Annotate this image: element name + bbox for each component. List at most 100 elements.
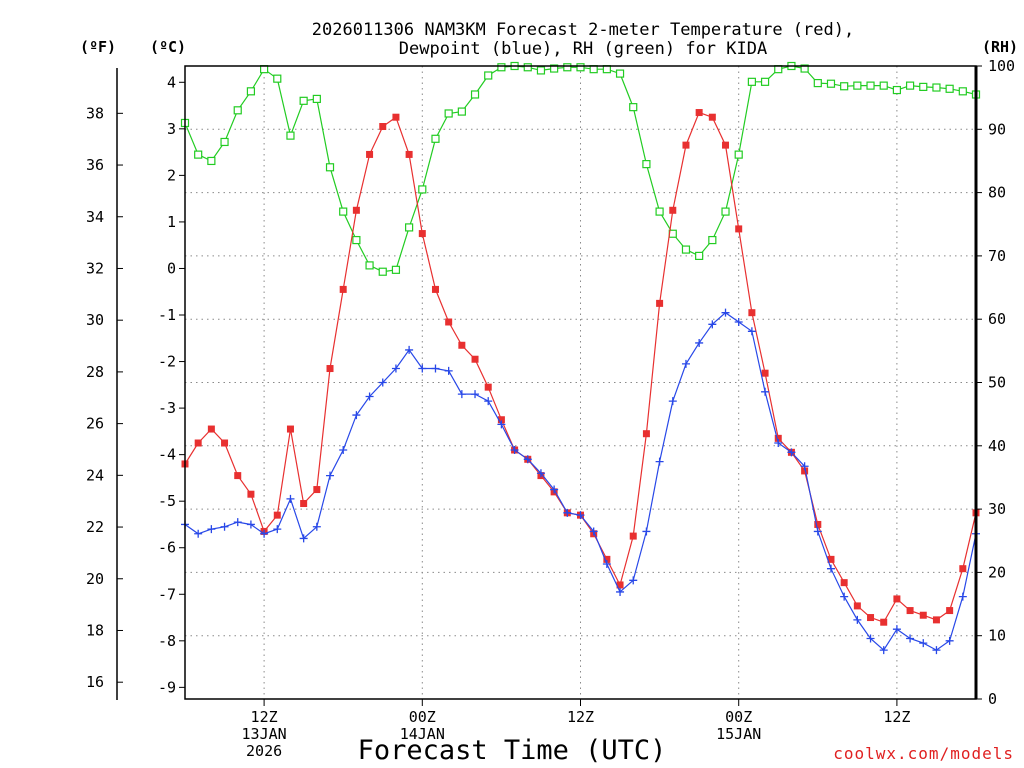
celsius-tick-label: -9	[158, 678, 176, 696]
rh-point	[497, 63, 506, 72]
dewpoint-point	[642, 527, 651, 536]
temperature-point	[352, 206, 360, 214]
temperature-point	[366, 150, 374, 158]
dewpoint-point	[734, 317, 743, 326]
temperature-point	[471, 355, 479, 363]
dewpoint-point	[629, 576, 638, 585]
dewpoint-point	[484, 397, 493, 406]
dewpoint-point	[352, 411, 361, 420]
dewpoint-point	[260, 529, 269, 538]
series-temperature	[181, 109, 980, 626]
temperature-point	[445, 318, 453, 326]
rh-point	[879, 81, 888, 90]
rh-point	[312, 94, 321, 104]
dewpoint-point	[391, 364, 400, 373]
celsius-tick-label: -4	[158, 446, 176, 464]
dewpoint-point	[879, 646, 888, 655]
fahrenheit-tick-label: 26	[86, 415, 104, 433]
rh-point	[642, 160, 651, 169]
temperature-point	[919, 611, 927, 619]
dewpoint-point	[721, 308, 730, 317]
temperature-point	[814, 520, 822, 528]
dewpoint-point	[787, 448, 796, 457]
temperature-point	[722, 141, 730, 149]
rh-point	[194, 150, 203, 159]
dewpoint-point	[550, 485, 559, 494]
dewpoint-point	[958, 592, 967, 601]
dewpoint-point	[497, 420, 506, 429]
celsius-tick-label: -8	[158, 632, 176, 650]
temperature-point	[392, 113, 400, 121]
temperature-point	[735, 225, 743, 233]
rh-point	[444, 109, 453, 118]
dewpoint-point	[655, 457, 664, 466]
dewpoint-point	[273, 525, 282, 534]
dewpoint-point	[840, 592, 849, 601]
dewpoint-point	[207, 525, 216, 534]
fahrenheit-tick-label: 18	[86, 621, 104, 639]
rh-point	[629, 103, 638, 112]
rh-point	[892, 85, 902, 95]
dewpoint-point	[945, 636, 954, 645]
dewpoint-point	[246, 520, 255, 529]
temperature-point	[959, 565, 967, 573]
rh-point	[708, 235, 717, 245]
rh-tick-label: 90	[988, 120, 1006, 138]
rh-point	[760, 77, 770, 86]
rh-point	[945, 84, 954, 93]
fahrenheit-tick-label: 32	[86, 259, 104, 277]
rh-point	[826, 79, 836, 88]
temperature-point	[708, 113, 716, 121]
rh-point	[352, 235, 361, 245]
dewpoint-point	[813, 527, 822, 536]
rh-tick-label: 10	[988, 627, 1006, 645]
celsius-tick-label: -2	[158, 353, 176, 371]
rh-tick-label: 70	[988, 247, 1006, 265]
rh-point	[695, 251, 704, 260]
rh-tick-label: 20	[988, 563, 1006, 581]
dewpoint-point	[220, 522, 229, 531]
rh-tick-label: 100	[988, 57, 1015, 75]
temperature-point	[682, 141, 690, 149]
dewpoint-point	[563, 508, 572, 517]
dewpoint-point	[906, 634, 915, 643]
rh-point	[866, 81, 875, 90]
rh-point	[655, 207, 664, 216]
temperature-point	[326, 365, 334, 373]
celsius-tick-label: 2	[167, 166, 176, 184]
temperature-point	[405, 150, 413, 158]
fahrenheit-tick-label: 20	[86, 570, 104, 588]
temperature-point	[247, 490, 255, 498]
rh-point	[958, 87, 967, 96]
temperature-point	[221, 439, 229, 447]
temperature-point	[893, 595, 901, 603]
rh-point	[339, 207, 348, 216]
celsius-tick-label: -1	[158, 306, 176, 324]
rh-point	[932, 83, 941, 92]
dewpoint-point	[312, 522, 321, 531]
dewpoint-point	[589, 527, 598, 536]
fahrenheit-tick-label: 30	[86, 311, 104, 329]
dewpoint-point	[681, 359, 690, 368]
dewpoint-point	[378, 378, 387, 387]
fahrenheit-axis-label: (ºF)	[80, 38, 116, 56]
rh-point	[365, 261, 374, 270]
rh-point	[734, 150, 743, 159]
dewpoint-point	[695, 338, 704, 347]
fahrenheit-tick-label: 24	[86, 466, 104, 484]
rh-point	[550, 64, 559, 73]
celsius-tick-label: -5	[158, 492, 176, 510]
temperature-point	[458, 341, 466, 349]
celsius-tick-label: -7	[158, 585, 176, 603]
temperature-point	[853, 602, 861, 610]
rh-tick-label: 40	[988, 437, 1006, 455]
rh-tick-label: 30	[988, 500, 1006, 518]
dewpoint-point	[774, 439, 783, 448]
rh-point	[457, 107, 466, 116]
rh-point	[484, 71, 493, 80]
rh-point	[536, 66, 546, 75]
celsius-tick-label: 3	[167, 120, 176, 138]
temperature-point	[867, 614, 875, 622]
temperature-point	[194, 439, 202, 447]
temperature-point	[603, 555, 611, 563]
